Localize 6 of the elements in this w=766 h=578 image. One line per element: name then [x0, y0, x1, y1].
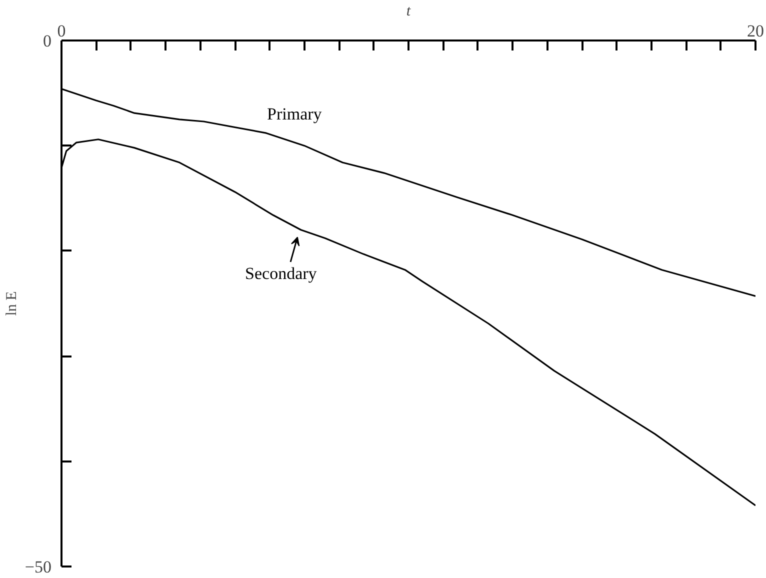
y-axis-title: ln E [4, 291, 20, 316]
x-tick-label: 20 [747, 22, 764, 40]
y-tick-label: −50 [24, 558, 52, 576]
legend-label: Secondary [245, 264, 318, 284]
x-axis-title: t [406, 4, 412, 20]
series-label: Primary [267, 104, 322, 124]
